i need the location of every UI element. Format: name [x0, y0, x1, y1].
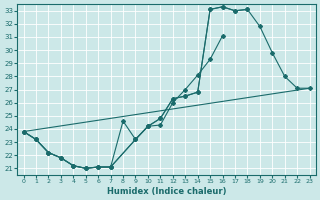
X-axis label: Humidex (Indice chaleur): Humidex (Indice chaleur) — [107, 187, 226, 196]
